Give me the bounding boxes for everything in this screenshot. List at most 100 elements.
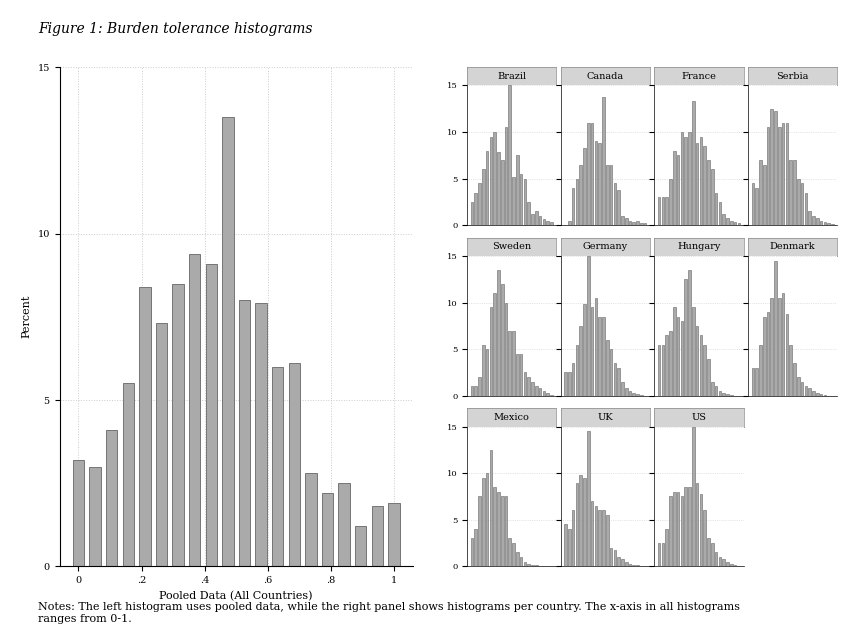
Bar [669, 179, 672, 225]
Bar [684, 279, 687, 396]
Bar [609, 164, 612, 225]
Bar [535, 211, 538, 225]
Bar [106, 430, 117, 566]
Bar [711, 169, 713, 225]
Bar [718, 391, 721, 396]
Bar [617, 189, 620, 225]
Bar [520, 557, 523, 566]
Bar [730, 221, 733, 225]
Bar [793, 160, 796, 225]
Bar [531, 564, 534, 566]
Bar [580, 475, 582, 566]
Bar [513, 330, 515, 396]
Bar [824, 222, 826, 225]
Bar [255, 303, 267, 566]
Bar [782, 293, 785, 396]
Bar [730, 564, 733, 566]
Bar [497, 492, 500, 566]
Bar [485, 150, 489, 225]
Bar [617, 557, 620, 566]
Bar [239, 300, 250, 566]
Bar [189, 253, 201, 566]
Bar [785, 314, 788, 396]
Bar [591, 307, 593, 396]
Bar [598, 511, 601, 566]
Bar [513, 543, 515, 566]
Bar [816, 393, 819, 396]
Bar [587, 256, 590, 396]
Bar [640, 223, 643, 225]
Bar [575, 483, 578, 566]
Bar [602, 511, 604, 566]
Bar [513, 177, 515, 225]
Bar [696, 483, 699, 566]
Bar [493, 293, 496, 396]
Bar [520, 174, 523, 225]
Bar [782, 123, 785, 225]
Bar [568, 221, 570, 225]
Bar [598, 143, 601, 225]
Bar [614, 550, 616, 566]
Bar [482, 169, 484, 225]
Bar [355, 527, 366, 566]
Bar [614, 363, 616, 396]
Bar [669, 330, 672, 396]
Bar [700, 335, 702, 396]
Bar [808, 211, 811, 225]
Bar [819, 394, 823, 396]
Bar [722, 214, 725, 225]
Bar [759, 344, 762, 396]
Bar [272, 367, 283, 566]
Text: France: France [682, 72, 717, 81]
Bar [322, 493, 333, 566]
Bar [726, 562, 728, 566]
Bar [726, 218, 728, 225]
Bar [156, 323, 167, 566]
Bar [715, 387, 717, 396]
Bar [767, 312, 769, 396]
Bar [606, 340, 609, 396]
Bar [479, 183, 481, 225]
Bar [497, 152, 500, 225]
Bar [524, 562, 526, 566]
Bar [173, 284, 184, 566]
Bar [625, 218, 627, 225]
Bar [572, 188, 575, 225]
Bar [692, 427, 694, 566]
Bar [666, 197, 668, 225]
Bar [471, 202, 473, 225]
Bar [591, 501, 593, 566]
Bar [505, 497, 507, 566]
Bar [575, 179, 578, 225]
Text: UK: UK [598, 413, 613, 422]
Bar [692, 307, 694, 396]
Bar [606, 515, 609, 566]
Bar [493, 487, 496, 566]
Bar [801, 183, 803, 225]
Bar [658, 543, 660, 566]
Bar [621, 559, 624, 566]
Bar [756, 368, 758, 396]
Bar [661, 197, 665, 225]
Bar [831, 224, 834, 225]
Bar [681, 132, 683, 225]
Bar [625, 562, 627, 566]
Bar [790, 344, 792, 396]
Bar [715, 552, 717, 566]
Bar [692, 101, 694, 225]
Bar [542, 219, 545, 225]
Bar [580, 164, 582, 225]
Bar [550, 222, 552, 225]
Bar [501, 284, 503, 396]
Bar [805, 387, 807, 396]
Bar [756, 188, 758, 225]
Bar [598, 317, 601, 396]
Bar [763, 164, 766, 225]
Bar [778, 127, 780, 225]
Bar [696, 326, 699, 396]
Bar [539, 216, 541, 225]
Bar [490, 307, 492, 396]
Bar [501, 497, 503, 566]
Bar [583, 148, 586, 225]
Bar [813, 216, 815, 225]
